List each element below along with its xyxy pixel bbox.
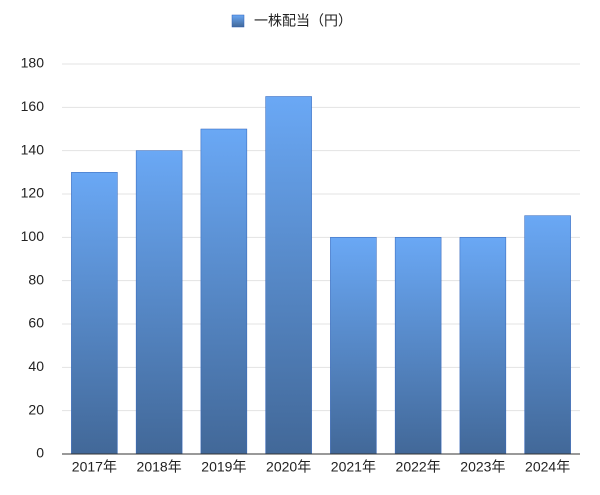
bar: [524, 215, 571, 455]
bar: [265, 96, 312, 455]
x-tick-label: 2020年: [266, 459, 311, 475]
x-tick-label: 2024年: [525, 459, 570, 475]
y-tick-label: 120: [21, 185, 45, 201]
y-tick-label: 40: [28, 358, 44, 374]
y-tick-label: 0: [36, 445, 44, 461]
bar: [200, 128, 248, 455]
bar: [135, 150, 183, 455]
x-tick-label: 2023年: [460, 459, 505, 475]
y-tick-label: 140: [21, 141, 45, 157]
x-tick-label: 2018年: [137, 459, 182, 475]
y-tick-label: 20: [28, 401, 44, 417]
bar: [71, 172, 118, 455]
legend-swatch: [231, 14, 245, 28]
bar: [394, 237, 442, 455]
y-tick-label: 180: [21, 55, 45, 71]
x-tick-label: 2019年: [201, 459, 246, 475]
y-tick-label: 60: [28, 315, 44, 331]
x-tick-label: 2017年: [72, 459, 117, 475]
legend-label: 一株配当（円）: [254, 13, 352, 29]
y-tick-label: 100: [21, 228, 45, 244]
y-tick-label: 80: [28, 271, 44, 287]
bar: [330, 237, 377, 455]
x-tick-label: 2022年: [396, 459, 441, 475]
bar: [459, 237, 507, 455]
x-tick-label: 2021年: [331, 459, 376, 475]
y-tick-label: 160: [21, 98, 45, 114]
